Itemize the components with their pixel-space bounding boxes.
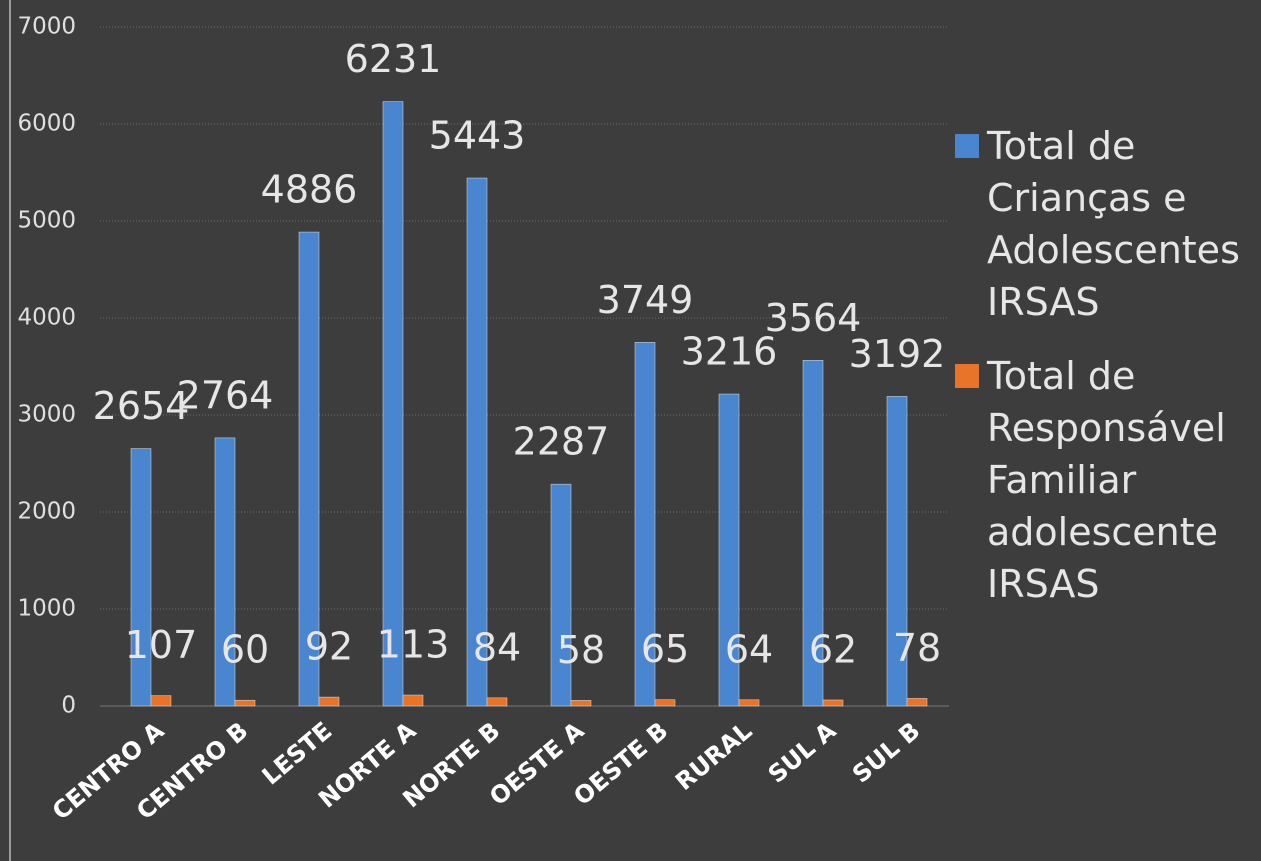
bar bbox=[718, 393, 740, 707]
y-tick-label: 7000 bbox=[17, 14, 76, 40]
data-label: 3216 bbox=[681, 330, 778, 374]
data-label: 78 bbox=[893, 626, 941, 670]
bar bbox=[298, 231, 320, 707]
data-label: 3564 bbox=[765, 296, 862, 340]
data-label: 64 bbox=[725, 627, 773, 671]
data-label: 113 bbox=[377, 623, 450, 667]
data-label: 65 bbox=[641, 627, 689, 671]
bar bbox=[234, 699, 256, 707]
x-tick-label: OESTE B bbox=[568, 717, 673, 811]
bar bbox=[550, 483, 572, 707]
y-tick-label: 6000 bbox=[17, 111, 76, 137]
bar bbox=[214, 437, 236, 707]
data-label: 3749 bbox=[597, 278, 694, 322]
bar bbox=[150, 695, 172, 707]
legend-swatch bbox=[955, 364, 979, 388]
bar bbox=[654, 699, 676, 707]
legend-label: Total de Responsável Familiar adolescent… bbox=[987, 354, 1226, 606]
y-tick-label: 5000 bbox=[17, 208, 76, 234]
bar bbox=[802, 360, 824, 707]
bar bbox=[382, 101, 404, 707]
y-tick-label: 0 bbox=[61, 693, 76, 719]
y-tick-label: 1000 bbox=[17, 596, 76, 622]
data-label: 3192 bbox=[849, 332, 946, 376]
y-tick-label: 3000 bbox=[17, 402, 76, 428]
data-label: 5443 bbox=[429, 114, 526, 158]
x-tick-label: SUL B bbox=[847, 717, 925, 789]
legend-entry: Total de Responsável Familiar adolescent… bbox=[955, 350, 1255, 610]
bar bbox=[822, 699, 844, 707]
data-label: 4886 bbox=[261, 168, 358, 212]
bar bbox=[906, 698, 928, 707]
y-tick-label: 4000 bbox=[17, 305, 76, 331]
bar bbox=[486, 697, 508, 707]
legend-entry: Total de Crianças e Adolescentes IRSAS bbox=[955, 120, 1255, 328]
bar bbox=[130, 448, 152, 707]
y-tick-label: 2000 bbox=[17, 499, 76, 525]
legend-label: Total de Crianças e Adolescentes IRSAS bbox=[987, 124, 1240, 324]
data-label: 2287 bbox=[513, 420, 610, 464]
data-label: 62 bbox=[809, 627, 857, 671]
data-label: 92 bbox=[305, 625, 353, 669]
x-tick-label: SUL A bbox=[763, 716, 842, 789]
bar bbox=[402, 694, 424, 707]
data-label: 60 bbox=[221, 628, 269, 672]
data-label: 58 bbox=[557, 628, 605, 672]
bar bbox=[886, 396, 908, 707]
bar bbox=[466, 177, 488, 707]
data-label: 6231 bbox=[345, 37, 442, 81]
data-label: 2654 bbox=[93, 384, 190, 428]
legend-swatch bbox=[955, 134, 979, 158]
data-label: 84 bbox=[473, 625, 521, 669]
data-label: 107 bbox=[125, 623, 198, 667]
x-tick-label: LESTE bbox=[257, 717, 338, 791]
bar bbox=[738, 699, 760, 707]
bar bbox=[634, 342, 656, 707]
bar bbox=[570, 700, 592, 707]
bar bbox=[318, 696, 340, 707]
data-label: 2764 bbox=[177, 373, 274, 417]
legend: Total de Crianças e Adolescentes IRSAS To… bbox=[955, 120, 1255, 632]
x-tick-label: RURAL bbox=[670, 717, 757, 797]
